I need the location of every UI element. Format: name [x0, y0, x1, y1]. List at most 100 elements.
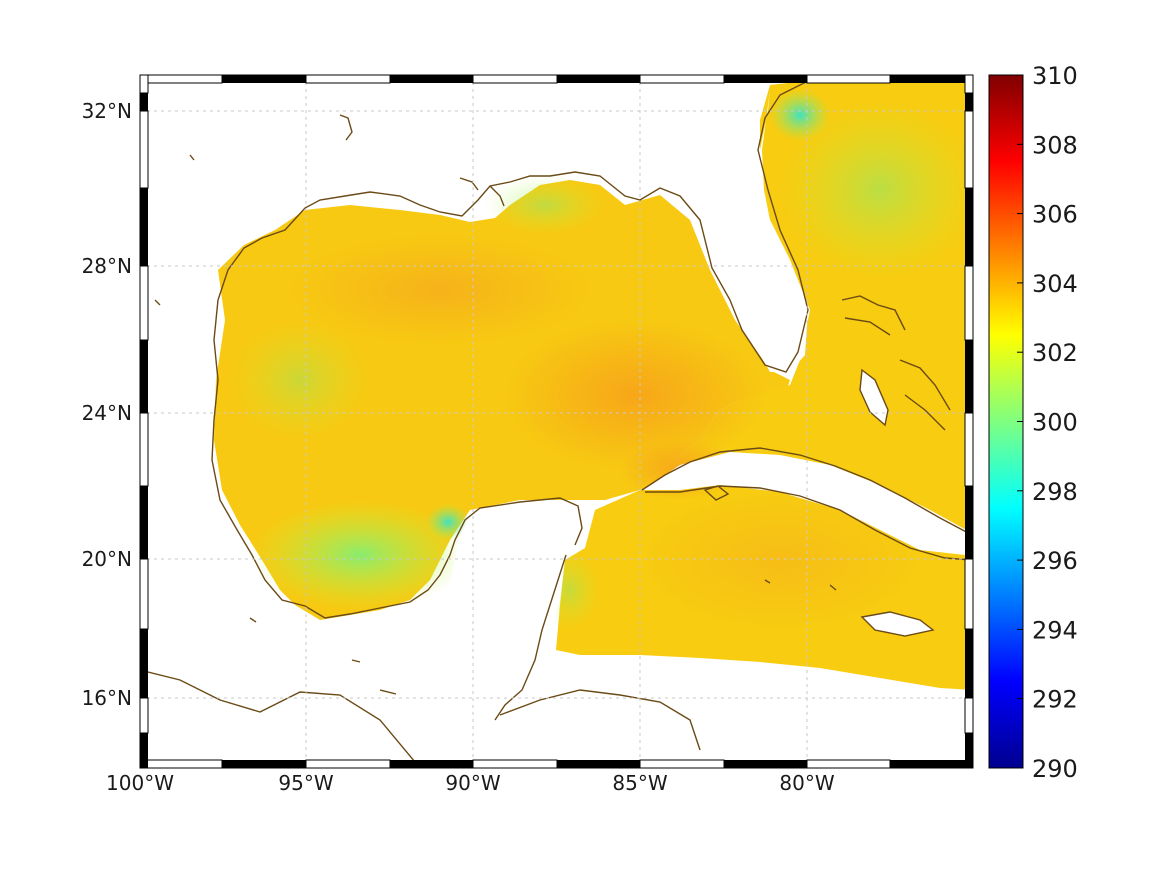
frame-top-seg-7: [639, 74, 725, 84]
lat-label-24n: 24°N: [82, 401, 132, 425]
warm-core-northern-gulf: [290, 235, 590, 345]
colorbar-label-298: 298: [1032, 478, 1078, 506]
frame-right-seg-10: [965, 629, 973, 698]
cool-patch-florida-panhandle: [485, 175, 605, 235]
frame-top-seg-9: [806, 74, 891, 84]
lon-label-95w: 95°W: [278, 771, 333, 795]
map-frame: [139, 74, 974, 769]
colorbar-label-290: 290: [1032, 755, 1078, 783]
yucatan-east-coastline: [494, 554, 567, 721]
frame-top-seg-6: [557, 75, 640, 83]
cuba-coastline: [641, 447, 973, 561]
jamaica-coastline: [860, 611, 935, 637]
florida-peninsula-land: [700, 90, 808, 372]
frame-left-seg-1: [139, 74, 149, 94]
frame-bottom-seg-7: [639, 759, 725, 769]
colorbar-label-310: 310: [1032, 62, 1078, 90]
frame-left-seg-7: [139, 412, 149, 487]
frame-right-seg-7: [964, 412, 974, 487]
lat-label-20n: 20°N: [82, 547, 132, 571]
colorbar-labels: 290 292 294 296 298 300 302 304 306 308 …: [1032, 62, 1078, 783]
warm-core-western-caribbean: [640, 490, 920, 630]
frame-top-seg-2: [222, 75, 306, 83]
frame-left-seg-12: [140, 733, 148, 768]
land-mask: [450, 90, 970, 700]
frame-top-seg-3: [305, 74, 391, 84]
frame-bottom-seg-1: [139, 759, 223, 769]
mexico-gulf-coastline: [211, 299, 583, 619]
frame-left-seg-11: [139, 697, 149, 734]
frame-left-seg-9: [139, 558, 149, 630]
graticule: [140, 75, 973, 768]
lat-label-32n: 32°N: [82, 99, 132, 123]
isla-juventud-coastline: [703, 485, 730, 501]
bahamas-coastline: [841, 295, 951, 431]
frame-bottom-seg-9: [806, 759, 891, 769]
frame-bottom-seg-8: [724, 760, 807, 768]
longitude-labels: 100°W 95°W 90°W 85°W 80°W: [106, 771, 835, 795]
colorbar: 290 292 294 296 298 300 302 304 306 308 …: [988, 62, 1078, 783]
colorbar-label-302: 302: [1032, 339, 1078, 367]
frame-bottom: [139, 759, 973, 769]
colorbar-ticks: [1017, 74, 1023, 769]
frame-bottom-seg-6: [557, 760, 640, 768]
frame-top-seg-4: [390, 75, 473, 83]
frame-top-seg-1: [139, 74, 223, 84]
frame-bottom-seg-4: [390, 760, 473, 768]
frame-right-seg-12: [965, 733, 973, 768]
lat-label-28n: 28°N: [82, 254, 132, 278]
lat-label-16n: 16°N: [82, 686, 132, 710]
frame-bottom-seg-5: [472, 759, 558, 769]
colorbar-label-308: 308: [1032, 131, 1078, 159]
frame-right-seg-8: [965, 486, 973, 559]
frame-left: [139, 74, 149, 768]
frame-right-seg-3: [964, 110, 974, 189]
frame-left-seg-2: [140, 93, 148, 111]
frame-bottom-seg-2: [222, 760, 306, 768]
central-america-coastline: [140, 669, 421, 768]
coastlines: [140, 79, 973, 768]
cuba-land: [642, 452, 970, 555]
frame-right-seg-4: [965, 188, 973, 266]
mississippi-delta-coastline: [459, 177, 505, 207]
frame-right-seg-5: [964, 265, 974, 341]
colorbar-label-296: 296: [1032, 547, 1078, 575]
warm-core-central-gulf: [505, 320, 765, 470]
yucatan-peninsula-land: [450, 500, 582, 700]
bahamas-andros-land: [860, 370, 888, 425]
us-gulf-coastline: [217, 79, 811, 373]
lon-label-85w: 85°W: [612, 771, 667, 795]
cool-patch-atlantic-north: [780, 100, 973, 280]
frame-left-seg-8: [140, 486, 148, 559]
frame-left-seg-3: [139, 110, 149, 189]
lon-label-100w: 100°W: [106, 771, 174, 795]
frame-left-seg-6: [140, 340, 148, 413]
small-islands-coastline: [154, 114, 837, 695]
cool-patch-bay-of-campeche: [250, 500, 470, 610]
frame-top-seg-8: [724, 75, 807, 83]
lon-label-90w: 90°W: [445, 771, 500, 795]
colorbar-label-306: 306: [1032, 201, 1078, 229]
cool-patch-west-gulf: [230, 320, 370, 440]
frame-left-seg-5: [139, 265, 149, 341]
colorbar-label-292: 292: [1032, 686, 1078, 714]
frame-top-seg-10: [890, 75, 973, 83]
latitude-labels: 16°N 20°N 24°N 28°N 32°N: [82, 99, 132, 710]
frame-left-seg-4: [140, 188, 148, 266]
colorbar-label-300: 300: [1032, 409, 1078, 437]
frame-right-seg-2: [965, 93, 973, 111]
frame-right-seg-6: [965, 340, 973, 413]
colorbar-label-304: 304: [1032, 270, 1078, 298]
lon-label-80w: 80°W: [779, 771, 834, 795]
frame-right-seg-9: [964, 558, 974, 630]
frame-top: [139, 74, 973, 84]
colorbar-label-294: 294: [1032, 616, 1078, 644]
frame-top-seg-5: [472, 74, 558, 84]
frame-right: [964, 74, 974, 768]
frame-bottom-seg-10: [890, 760, 973, 768]
frame-left-seg-10: [140, 629, 148, 698]
frame-bottom-seg-3: [305, 759, 391, 769]
frame-right-seg-11: [964, 697, 974, 734]
frame-right-seg-1: [964, 74, 974, 94]
